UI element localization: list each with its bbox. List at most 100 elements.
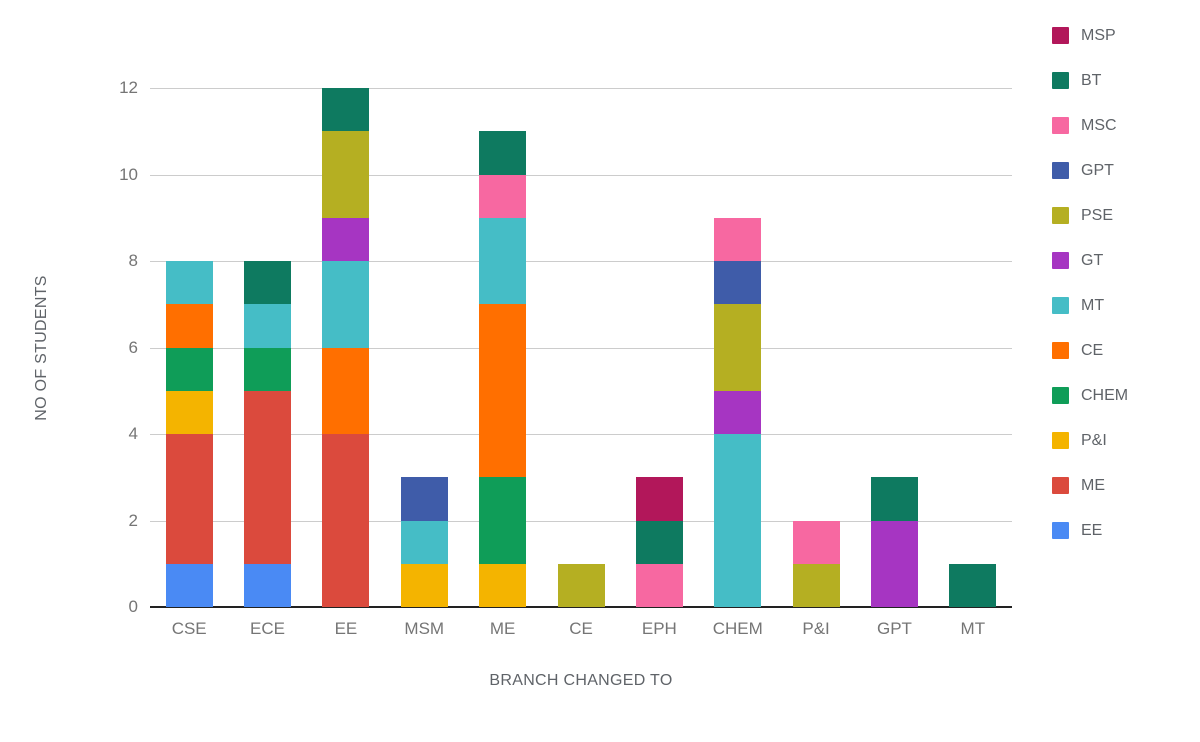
legend-swatch: [1052, 297, 1069, 314]
bar-segment-MT: [400, 520, 448, 564]
legend-item-CHEM: CHEM: [1052, 387, 1128, 404]
bar-segment-PSE: [792, 563, 840, 607]
legend-item-EE: EE: [1052, 522, 1128, 539]
bar-segment-P&I: [479, 563, 527, 607]
bar-segment-GT: [870, 520, 918, 607]
legend-item-GT: GT: [1052, 252, 1128, 269]
x-axis-tick-label: EE: [334, 619, 358, 638]
plot-area: [150, 88, 1012, 608]
legend-item-MSP: MSP: [1052, 27, 1128, 44]
legend-swatch: [1052, 27, 1069, 44]
legend-label: MT: [1081, 296, 1105, 314]
bar-EPH: [635, 88, 683, 607]
x-axis-tick-label: EPH: [641, 619, 677, 638]
bar-EE: [322, 88, 370, 607]
bar-segment-GPT: [714, 261, 762, 305]
bar-segment-CE: [322, 347, 370, 434]
bar-segment-CHEM: [244, 347, 292, 391]
bar-segment-BT: [635, 520, 683, 564]
bar-segment-PSE: [714, 304, 762, 391]
bar-segment-MT: [322, 261, 370, 348]
legend-item-GPT: GPT: [1052, 162, 1128, 179]
legend-swatch: [1052, 252, 1069, 269]
bar-CE: [557, 88, 605, 607]
bar-segment-PSE: [322, 131, 370, 218]
bar-segment-GPT: [400, 477, 448, 521]
legend-item-ME: ME: [1052, 477, 1128, 494]
legend-item-CE: CE: [1052, 342, 1128, 359]
legend-swatch: [1052, 432, 1069, 449]
bar-segment-ME: [322, 434, 370, 607]
bar-segment-CE: [165, 304, 213, 348]
legend-label: EE: [1081, 521, 1103, 539]
bar-GPT: [870, 88, 918, 607]
y-axis-tick-label: 8: [128, 251, 138, 270]
bar-segment-EE: [244, 563, 292, 607]
legend-swatch: [1052, 117, 1069, 134]
bar-segment-P&I: [165, 390, 213, 434]
legend-label: CE: [1081, 341, 1104, 359]
legend-item-P&I: P&I: [1052, 432, 1128, 449]
gridline: [150, 434, 1012, 435]
bar-segment-EE: [165, 563, 213, 607]
x-axis-tick-labels: CSE ECE EE MSM ME CE EPH CHEM P&I GPT MT: [150, 618, 1012, 642]
gridline: [150, 88, 1012, 89]
y-axis-tick-label: 10: [119, 164, 138, 184]
y-axis-tick-label: 0: [128, 597, 138, 616]
bar-segment-ME: [244, 390, 292, 564]
bar-segment-BT: [870, 477, 918, 521]
x-axis-tick-label: CE: [569, 619, 593, 638]
legend-label: ME: [1081, 476, 1105, 494]
gridline: [150, 174, 1012, 176]
x-axis-line: [150, 606, 1012, 608]
legend-swatch: [1052, 207, 1069, 224]
bar-segment-MT: [714, 434, 762, 607]
legend-label: GPT: [1081, 161, 1114, 179]
legend-item-MSC: MSC: [1052, 117, 1128, 134]
x-axis-tick-label: ECE: [250, 619, 286, 638]
bar-segment-BT: [479, 131, 527, 175]
legend-item-BT: BT: [1052, 72, 1128, 89]
bar-CSE: [165, 88, 213, 607]
bar-segment-MSC: [479, 174, 527, 218]
bar-segment-MT: [244, 304, 292, 348]
x-axis-tick-label: ME: [489, 619, 516, 638]
legend-label: GT: [1081, 251, 1104, 269]
legend-swatch: [1052, 342, 1069, 359]
legend-swatch: [1052, 387, 1069, 404]
y-axis-tick-label: 2: [128, 510, 138, 530]
legend-label: CHEM: [1081, 386, 1129, 404]
bar-P&I: [792, 88, 840, 607]
bar-ECE: [244, 88, 292, 607]
bar-segment-MSP: [635, 477, 683, 521]
legend-label: P&I: [1081, 431, 1107, 449]
legend-label: MSC: [1081, 116, 1117, 134]
bar-segment-MSC: [635, 563, 683, 607]
bar-segment-MSC: [792, 520, 840, 564]
bar-segment-PSE: [557, 563, 605, 607]
x-axis-tick-label: GPT: [876, 619, 912, 638]
legend-swatch: [1052, 522, 1069, 539]
x-axis-tick-label: CSE: [171, 619, 207, 638]
bar-segment-CE: [479, 304, 527, 478]
bar-CHEM: [714, 88, 762, 607]
x-axis-tick-label: CHEM: [712, 619, 763, 638]
bar-segment-CHEM: [165, 347, 213, 391]
y-axis-title: NO OF STUDENTS: [33, 274, 51, 421]
legend-label: MSP: [1081, 26, 1116, 44]
bar-segment-CHEM: [479, 477, 527, 564]
legend-item-PSE: PSE: [1052, 207, 1128, 224]
x-axis-tick-label: P&I: [802, 619, 830, 638]
bar-segment-MT: [165, 261, 213, 305]
bar-MSM: [400, 88, 448, 607]
legend: MSP BT MSC GPT PSE GT MT CE CHEM P&I ME EE: [1052, 27, 1128, 567]
x-axis-title: BRANCH CHANGED TO: [489, 672, 673, 689]
bar-segment-GT: [714, 390, 762, 434]
bar-segment-BT: [322, 88, 370, 132]
x-axis-tick-label: MT: [960, 619, 986, 638]
legend-swatch: [1052, 477, 1069, 494]
legend-label: BT: [1081, 71, 1102, 89]
bar-segment-BT: [244, 261, 292, 305]
gridline: [150, 347, 1012, 349]
